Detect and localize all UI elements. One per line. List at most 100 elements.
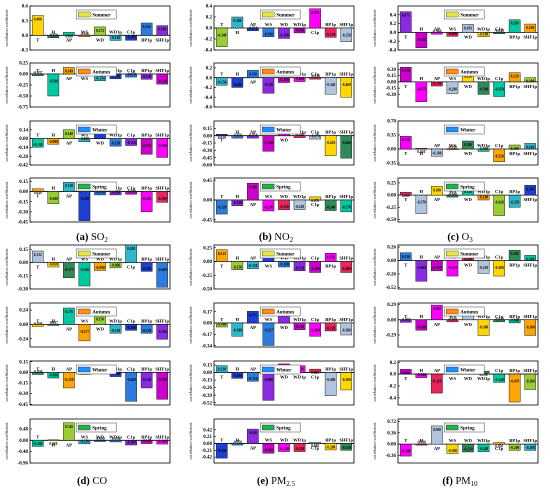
- correlation-bar: [125, 372, 137, 402]
- correlation-bar: [340, 261, 353, 273]
- category-label: WD: [464, 151, 473, 156]
- category-label: WD1p: [109, 434, 122, 439]
- category-label: H: [52, 29, 56, 34]
- correlation-bar: [431, 260, 443, 272]
- y-tick-label: 0.0: [206, 76, 213, 81]
- bar-value-label: 0.200: [127, 247, 135, 251]
- bar-value-label: -0.320: [494, 155, 503, 159]
- y-tick-label: -0.35: [386, 162, 397, 167]
- category-label: WS: [449, 76, 457, 81]
- correlation-bar: [156, 262, 169, 288]
- correlation-bar: [309, 261, 321, 273]
- bar-value-label: -0.410: [326, 141, 335, 145]
- y-tick-label: 0.48: [19, 428, 28, 433]
- y-tick-label: 0.00: [203, 442, 212, 447]
- y-axis-label: correlation coefficient: [188, 364, 193, 402]
- correlation-bar: [78, 138, 91, 142]
- correlation-bar: [125, 35, 137, 41]
- bar-value-label: -0.154: [217, 81, 226, 85]
- correlation-bar: [247, 135, 259, 139]
- category-label: C1p: [311, 202, 320, 207]
- bar-value-label: -0.470: [510, 380, 519, 384]
- y-tick-label: -0.52: [386, 286, 397, 291]
- bar-value-label: -0.200: [526, 446, 535, 450]
- season-legend-swatch: [78, 250, 91, 257]
- category-label: BP1p: [509, 151, 520, 156]
- bar-value-label: -0.250: [295, 447, 304, 451]
- category-label: AP: [250, 445, 256, 450]
- category-label: AP: [250, 325, 256, 330]
- correlation-bar: [431, 373, 443, 394]
- correlation-bar: [109, 35, 122, 41]
- category-label: WS: [81, 76, 89, 81]
- bar-value-label: 0.213: [218, 252, 226, 256]
- season-legend-box: [259, 422, 301, 433]
- bar-value-label: -0.250: [479, 266, 488, 270]
- category-label: AP: [434, 197, 440, 202]
- y-tick-label: -0.15: [18, 274, 29, 279]
- category-label: H: [420, 368, 424, 373]
- season-legend-label: Winter: [276, 129, 292, 134]
- y-tick-label: -0.13: [202, 379, 213, 384]
- bar-value-label: -0.100: [142, 267, 151, 271]
- correlation-bar: [31, 73, 44, 76]
- bar-value-label: -0.040: [432, 30, 441, 34]
- y-tick-label: 0.4: [390, 13, 397, 18]
- y-tick-label: 0.00: [387, 80, 396, 85]
- bar-value-label: 0.020: [417, 150, 425, 154]
- correlation-bar: [446, 443, 459, 454]
- category-label: AP: [250, 256, 256, 261]
- category-label: WD: [96, 37, 105, 42]
- bar-value-label: 0.040: [311, 444, 319, 448]
- correlation-panel: correlation coefficient 0.72 0.36 0.00 -0.36…: [372, 418, 539, 464]
- bar-value-label: -0.050: [49, 263, 58, 267]
- panel-caption: (b) NO2: [259, 232, 294, 244]
- correlation-bar: [524, 319, 537, 336]
- bar-value-label: -0.090: [448, 32, 457, 36]
- bar-value-label: -0.050: [111, 190, 120, 194]
- correlation-bar: [477, 443, 490, 452]
- correlation-bar: [462, 24, 474, 33]
- bar-value-label: -0.300: [158, 144, 167, 148]
- correlation-bar: [415, 373, 428, 378]
- correlation-panel: correlation coefficient 0.48 0.00 -0.48 -0.9…: [4, 418, 171, 467]
- category-label: T: [220, 138, 223, 143]
- category-label: SHF1p: [523, 84, 537, 89]
- correlation-bar: [493, 260, 505, 277]
- correlation-bar: [247, 183, 259, 201]
- correlation-bar: [262, 322, 275, 346]
- y-tick-label: 0.15: [19, 180, 28, 185]
- correlation-bar: [324, 27, 337, 38]
- y-tick-label: 0.15: [19, 360, 28, 365]
- panel-caption-letter: (f): [442, 476, 455, 487]
- panel-caption-subscript: 10: [471, 480, 479, 488]
- correlation-bar: [446, 319, 459, 323]
- correlation-panel: correlation coefficient 0.42 0.21 0.00 -0.21…: [188, 418, 355, 464]
- bar-value-label: -0.037: [33, 71, 42, 75]
- bar-value-label: -0.350: [494, 87, 503, 91]
- correlation-bar: [156, 372, 169, 400]
- category-label: T: [220, 72, 223, 77]
- bar-value-label: 0.200: [464, 143, 472, 147]
- y-tick-label: 0.42: [203, 428, 212, 433]
- correlation-panel: correlation coefficient 0.4 0.2 0.0 -0.2 -0.4…: [372, 5, 539, 54]
- bar-value-label: -0.300: [448, 449, 457, 453]
- bar-value-label: -0.030: [33, 370, 42, 374]
- category-label: BP1p: [141, 434, 152, 439]
- category-label: WD1p: [293, 317, 306, 322]
- y-axis-label: correlation coefficient: [4, 306, 9, 344]
- category-label: SHF1p: [155, 133, 169, 138]
- bar-value-label: -0.090: [295, 28, 304, 32]
- y-axis-label: correlation coefficient: [372, 66, 377, 104]
- correlation-panel: correlation coefficient 0.4 0.2 0.0 -0.2 -0.4…: [188, 5, 355, 54]
- category-label: AP: [434, 255, 440, 260]
- category-label: T: [404, 151, 407, 156]
- category-label: T: [36, 37, 39, 42]
- category-label: AP: [250, 80, 256, 85]
- correlation-bar: [493, 148, 505, 163]
- correlation-bar: [309, 322, 321, 337]
- season-legend-label: Autumn: [92, 311, 110, 316]
- panel-caption-name: PM: [455, 476, 471, 487]
- bar-value-label: -0.100: [479, 196, 488, 200]
- bar-value-label: -0.380: [158, 378, 167, 382]
